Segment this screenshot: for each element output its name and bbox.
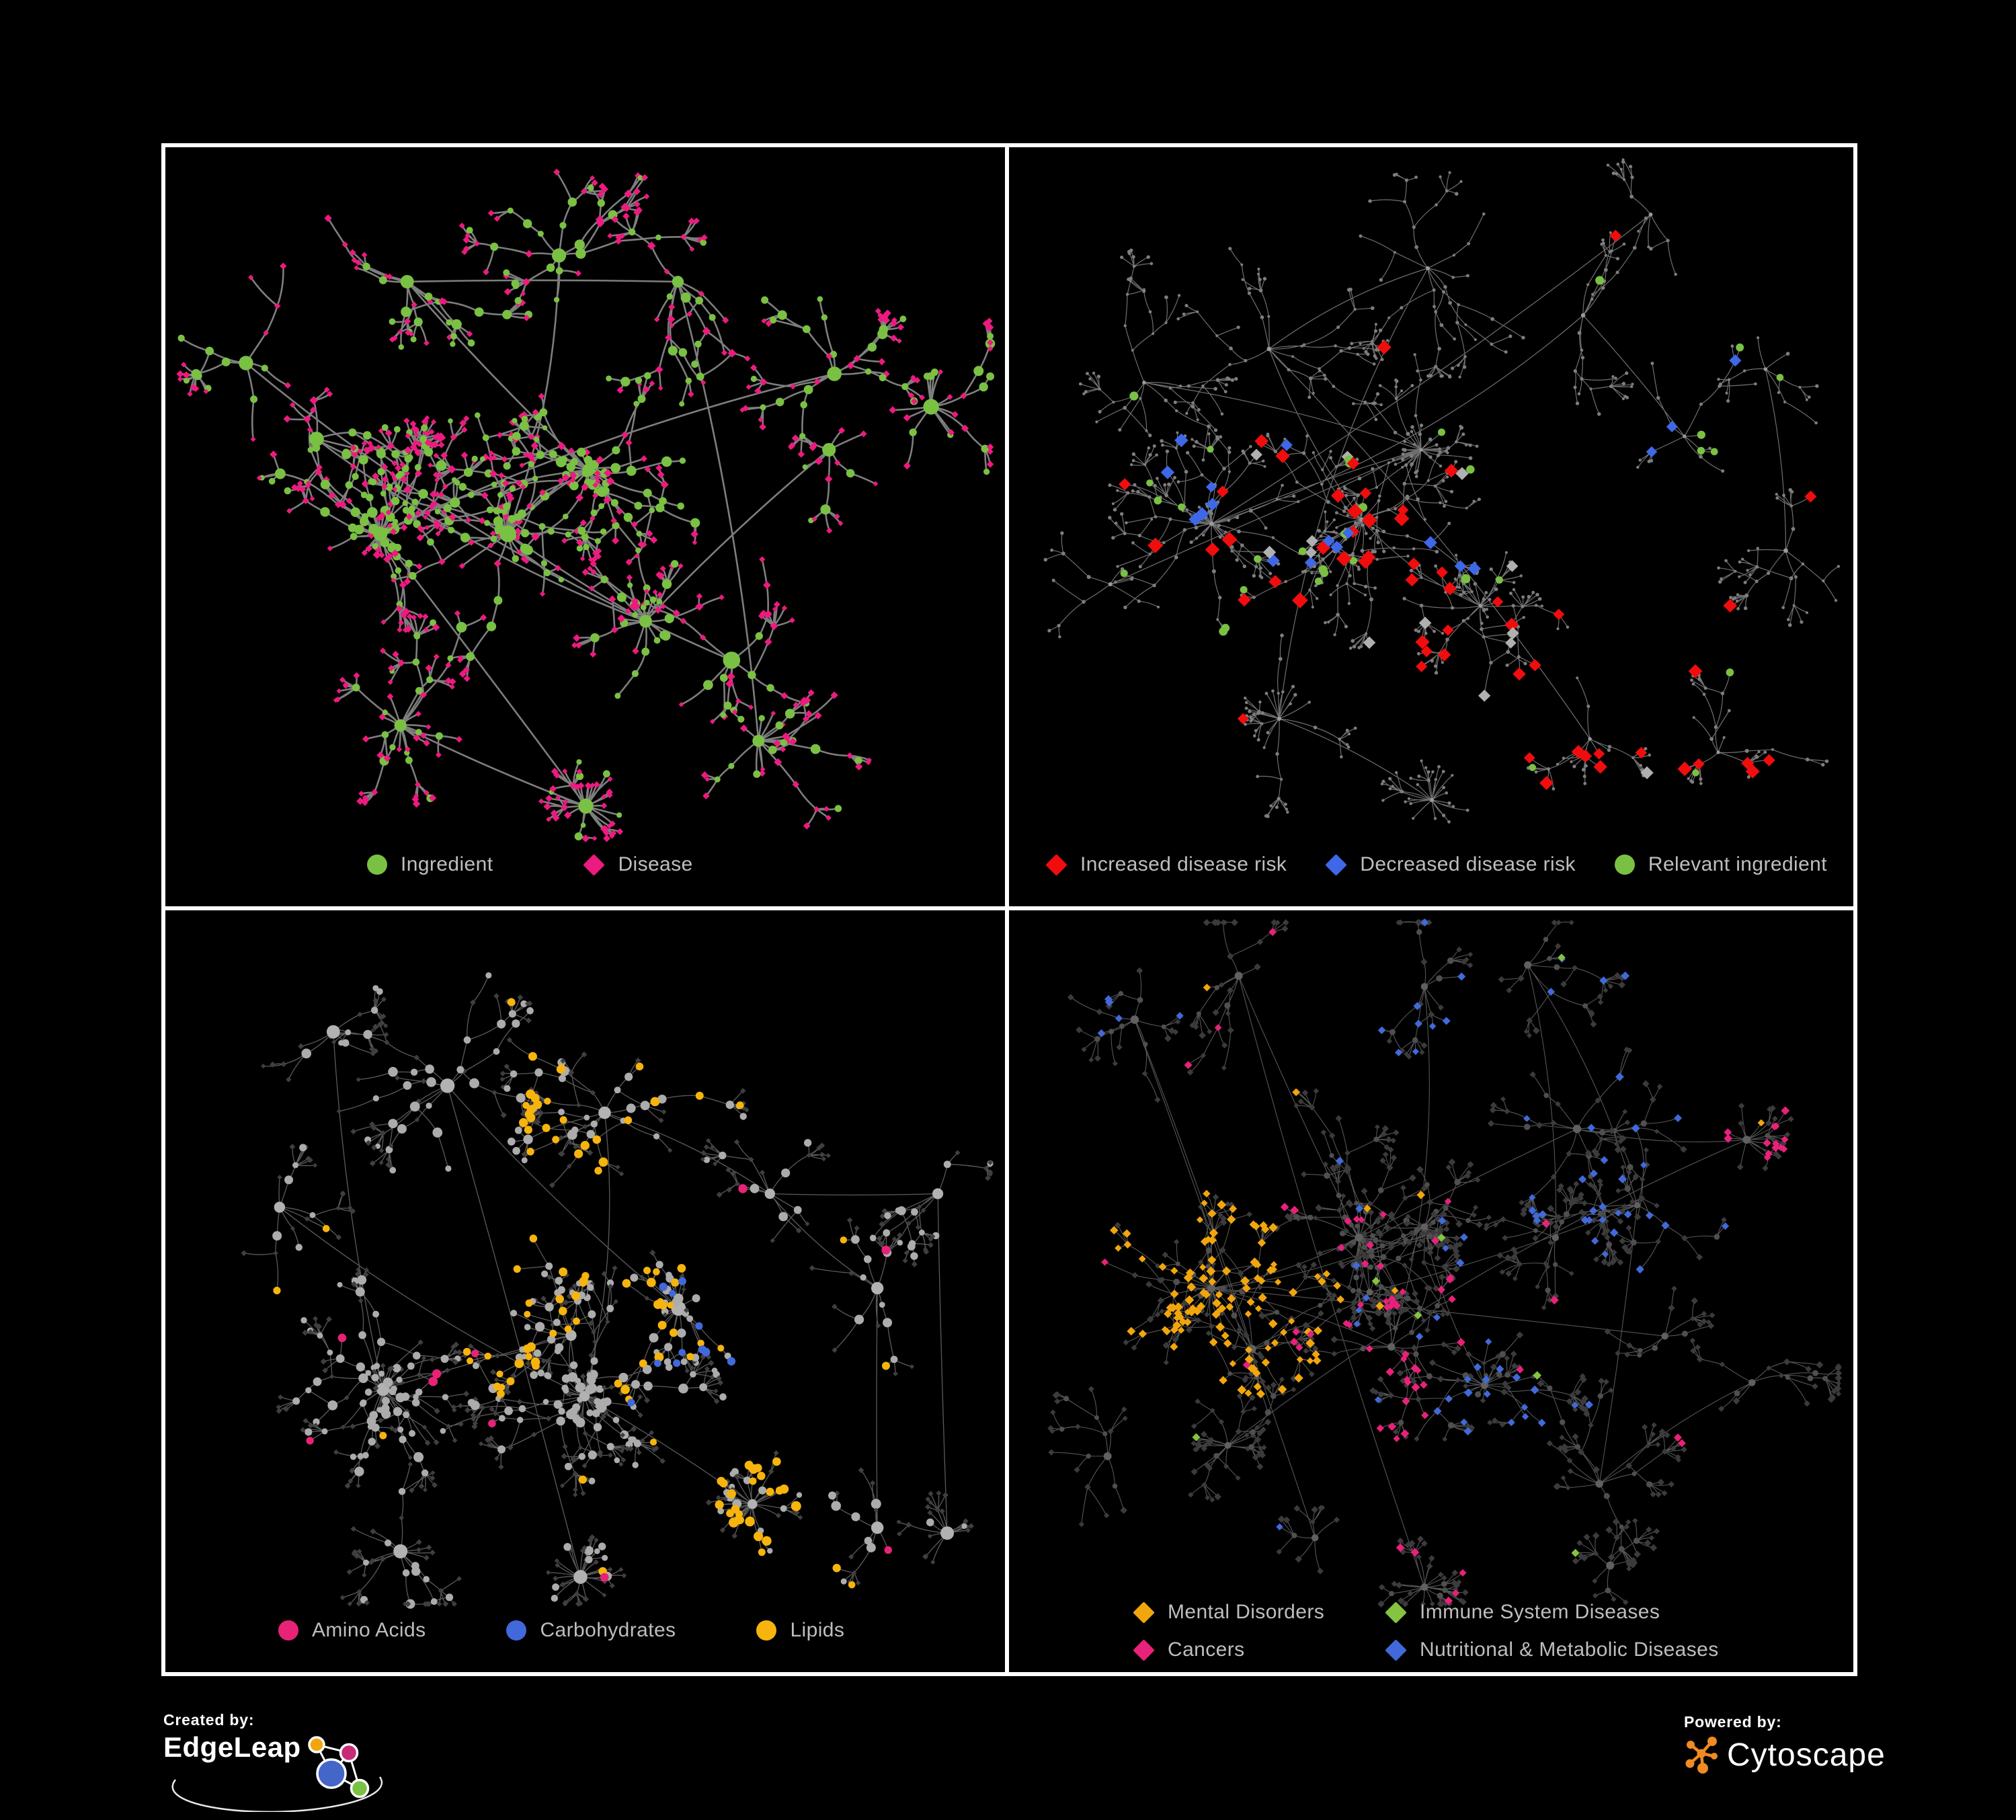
legend-label: Increased disease risk — [1080, 853, 1287, 875]
legend-item: Mental Disorders — [1133, 1601, 1385, 1624]
legend-item: Ingredient — [367, 853, 493, 876]
panel-disease-risk: Increased disease risk Decreased disease… — [1005, 143, 1857, 910]
legend-item: Lipids — [756, 1619, 844, 1642]
nutritional-metabolic-diseases-swatch — [1385, 1638, 1407, 1661]
legend-item: Increased disease risk — [1045, 853, 1287, 876]
legend-item: Amino Acids — [278, 1619, 426, 1642]
powered-by-label: Powered by: — [1684, 1713, 1782, 1731]
legend-label: Carbohydrates — [540, 1619, 676, 1641]
legend-disease-classes: Mental Disorders Immune System Diseases … — [1009, 1601, 1853, 1661]
legend-label: Mental Disorders — [1168, 1601, 1325, 1623]
legend-label: Disease — [618, 853, 693, 875]
panel-ingredient-disease: Ingredient Disease — [161, 143, 1009, 910]
legend-label: Nutritional & Metabolic Diseases — [1420, 1638, 1719, 1661]
cytoscape-brand-block: Powered by: Cytoscape — [1684, 1713, 1980, 1794]
carbohydrates-swatch — [506, 1620, 527, 1640]
nutrient-class-network-graphic — [241, 972, 994, 1609]
decreased-risk-swatch — [1325, 853, 1348, 876]
amino-acids-swatch — [278, 1620, 298, 1640]
legend-label: Amino Acids — [312, 1619, 426, 1641]
cytoscape-logo-icon — [1685, 1737, 1718, 1774]
relevant-ingredient-swatch — [1614, 855, 1635, 875]
ingredient-swatch — [367, 855, 387, 875]
cancers-swatch — [1133, 1638, 1155, 1661]
legend-item: Relevant ingredient — [1614, 853, 1827, 876]
increased-risk-swatch — [1045, 853, 1067, 876]
legend-item: Disease — [583, 853, 692, 876]
edgeleap-logo-icon — [171, 1736, 383, 1812]
lipids-swatch — [756, 1620, 777, 1640]
legend-label: Lipids — [790, 1619, 845, 1641]
edgeleap-node-orange — [308, 1736, 325, 1753]
disease-class-network-graphic — [1047, 918, 1843, 1608]
legend-item: Cancers — [1133, 1638, 1385, 1661]
legend-label: Ingredient — [401, 853, 493, 875]
disease-risk-network-graphic — [1043, 158, 1841, 824]
legend-item: Decreased disease risk — [1325, 853, 1576, 876]
edgeleap-node-blue — [316, 1758, 347, 1789]
legend-label: Decreased disease risk — [1360, 853, 1576, 875]
legend-item: Nutritional & Metabolic Diseases — [1385, 1638, 1719, 1661]
legend-item: Carbohydrates — [506, 1619, 676, 1642]
ingredient-disease-network-graphic — [176, 168, 996, 842]
legend-nutrient-classes: Amino Acids Carbohydrates Lipids — [165, 1619, 1005, 1642]
legend-label: Immune System Diseases — [1420, 1601, 1660, 1623]
edgeleap-node-magenta — [339, 1743, 359, 1763]
immune-system-diseases-swatch — [1385, 1601, 1407, 1624]
legend-label: Relevant ingredient — [1648, 853, 1827, 875]
legend-ingredient-disease: Ingredient Disease — [165, 853, 1005, 876]
edgeleap-wordmark: EdgeLeap — [163, 1731, 301, 1763]
cytoscape-wordmark: Cytoscape — [1727, 1737, 1886, 1773]
panel-nutrient-classes: Amino Acids Carbohydrates Lipids — [161, 906, 1009, 1676]
legend-disease-risk: Increased disease risk Decreased disease… — [1009, 853, 1853, 876]
mental-disorders-swatch — [1133, 1601, 1155, 1624]
edgeleap-brand-block: Created by: EdgeLeap — [163, 1704, 486, 1812]
legend-label: Cancers — [1168, 1638, 1245, 1661]
created-by-label: Created by: — [163, 1711, 255, 1729]
disease-swatch — [583, 853, 606, 876]
edgeleap-swoosh — [171, 1776, 383, 1812]
legend-item: Immune System Diseases — [1385, 1601, 1719, 1624]
panel-disease-classes: Mental Disorders Immune System Diseases … — [1005, 906, 1857, 1676]
edgeleap-node-green — [350, 1778, 370, 1798]
